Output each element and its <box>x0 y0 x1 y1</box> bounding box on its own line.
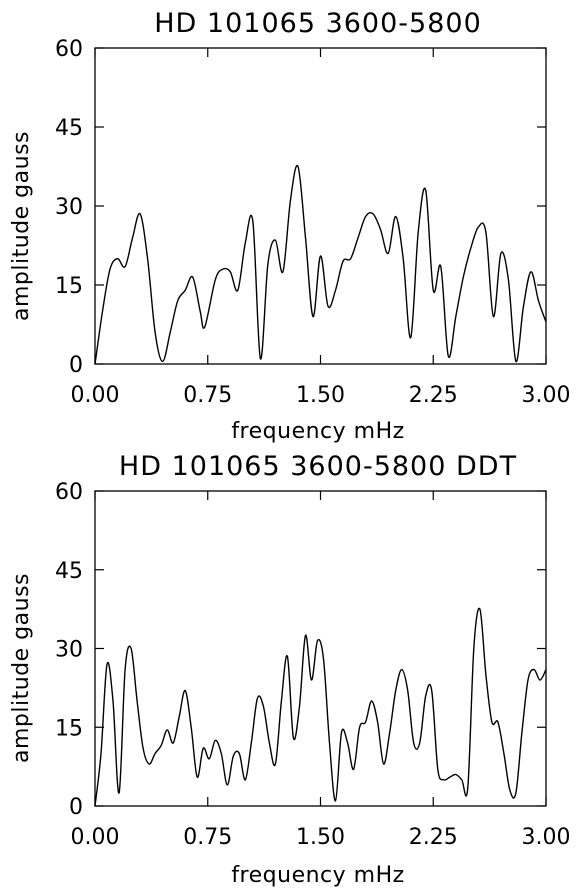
bottom-chart-x-tick-label: 2.25 <box>409 825 458 850</box>
bottom-chart-y-tick-label: 60 <box>55 480 83 505</box>
top-chart-x-tick-labels: 0.00 0.75 1.50 2.25 3.00 <box>71 383 571 408</box>
bottom-chart-x-tick-label: 0.75 <box>183 825 232 850</box>
top-chart-series-line <box>94 164 547 365</box>
top-chart-x-tick-label: 0.75 <box>183 383 232 408</box>
top-chart-y-tick-label: 15 <box>55 274 83 299</box>
top-chart-x-tick-label: 3.00 <box>522 383 571 408</box>
top-chart-y-axis-label: amplitude gauss <box>9 131 34 321</box>
top-chart-y-tick-labels: 0 15 30 45 60 <box>55 37 83 378</box>
bottom-chart-plot-frame <box>94 490 547 807</box>
bottom-chart-x-tick-labels: 0.00 0.75 1.50 2.25 3.00 <box>71 825 571 850</box>
bottom-chart-y-tick-labels: 0 15 30 45 60 <box>55 480 83 820</box>
bottom-chart-y-tick-label: 15 <box>55 716 83 741</box>
bottom-chart-y-tick-label: 0 <box>69 795 83 820</box>
top-chart-x-axis-label: frequency mHz <box>231 419 404 444</box>
bottom-chart-x-tick-label: 1.50 <box>296 825 345 850</box>
bottom-chart-title: HD 101065 3600-5800 DDT <box>119 451 517 482</box>
bottom-chart-y-tick-label: 30 <box>55 638 83 663</box>
top-chart-y-tick-label: 60 <box>55 37 83 62</box>
bottom-chart-y-axis-label: amplitude gauss <box>9 573 34 763</box>
top-chart-title: HD 101065 3600-5800 <box>154 8 482 39</box>
top-chart-panel: HD 101065 3600-5800 0.00 0.75 1.50 2.25 3.00… <box>9 8 570 444</box>
bottom-chart-panel: HD 101065 3600-5800 DDT 0.00 0.75 1.50 2.25… <box>9 451 570 888</box>
top-chart-x-tick-label: 1.50 <box>296 383 345 408</box>
top-chart-plot-frame <box>94 47 547 365</box>
bottom-chart-series-line <box>94 607 547 807</box>
top-chart-y-tick-label: 0 <box>69 353 83 378</box>
top-chart-x-tick-label: 0.00 <box>71 383 120 408</box>
bottom-chart-x-tick-label: 0.00 <box>71 825 120 850</box>
top-chart-y-tick-label: 45 <box>55 116 83 141</box>
bottom-chart-x-tick-label: 3.00 <box>522 825 571 850</box>
top-chart-y-tick-label: 30 <box>55 195 83 220</box>
bottom-chart-y-tick-label: 45 <box>55 559 83 584</box>
bottom-chart-x-axis-label: frequency mHz <box>231 863 404 888</box>
top-chart-x-tick-label: 2.25 <box>409 383 458 408</box>
